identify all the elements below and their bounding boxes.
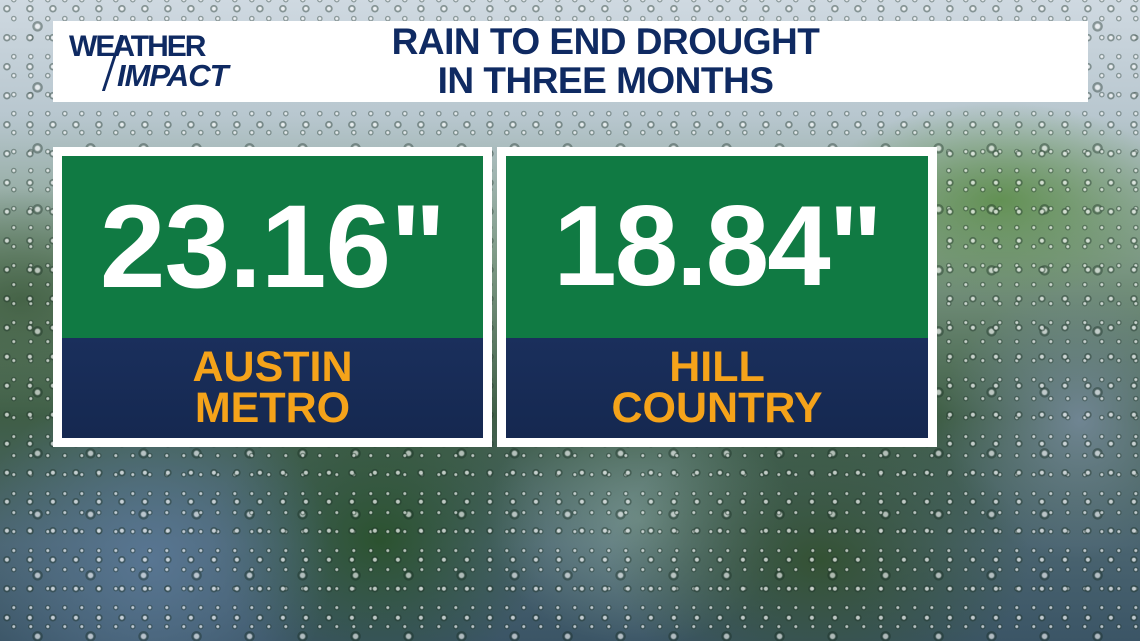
title-line-2: IN THREE MONTHS [437,60,774,101]
region-label-line-1: HILL [669,343,765,391]
rainfall-card-hill-country: 18.84" HILL COUNTRY [497,147,937,447]
region-label-line-2: COUNTRY [611,384,823,432]
title-line-1: RAIN TO END DROUGHT [391,21,820,62]
region-label: HILL COUNTRY [506,338,928,438]
region-label-line-1: AUSTIN [192,343,353,391]
rainfall-value: 23.16" [62,156,483,338]
region-label-line-2: METRO [194,384,351,432]
weather-impact-logo: WEATHER IMPACT [67,31,267,93]
logo-line-weather: WEATHER [69,30,206,63]
rainfall-card-austin-metro: 23.16" AUSTIN METRO [53,147,492,447]
region-label: AUSTIN METRO [62,338,483,438]
logo-line-impact: IMPACT [117,58,229,93]
rainfall-value: 18.84" [506,156,928,338]
header-banner: WEATHER IMPACT RAIN TO END DROUGHT IN TH… [53,21,1088,102]
page-title: RAIN TO END DROUGHT IN THREE MONTHS [233,22,1088,100]
